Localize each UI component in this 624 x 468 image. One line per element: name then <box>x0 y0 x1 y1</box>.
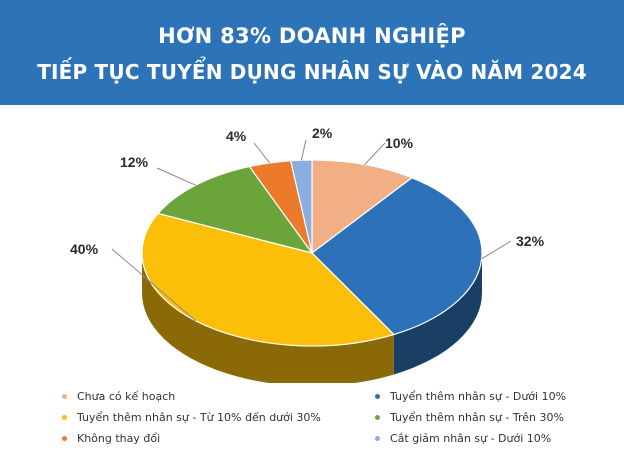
slice-hire-10-30 <box>141 212 396 347</box>
slice-hire-over-30-label: 12% <box>120 154 149 170</box>
legend-swatch <box>62 415 67 420</box>
pie-chart: 10% 32% 40% 12% 4% 2% <box>70 125 545 383</box>
legend-swatch <box>62 394 67 399</box>
slice-cut-under-10-label: 2% <box>312 125 333 141</box>
legend-swatch <box>375 436 380 441</box>
legend-item-hire-under-10: Tuyển thêm nhân sự - Dưới 10% <box>375 390 566 403</box>
legend-label: Tuyển thêm nhân sự - Từ 10% đến dưới 30% <box>77 411 321 424</box>
legend-item-hire-over-30: Tuyển thêm nhân sự - Trên 30% <box>375 411 564 424</box>
chart-subtitle: TIẾP TỤC TUYỂN DỤNG NHÂN SỰ VÀO NĂM 2024 <box>37 60 587 84</box>
legend-label: Không thay đổi <box>77 432 161 445</box>
slice-no-plan <box>311 159 414 255</box>
slice-hire-under-10-label: 32% <box>516 233 545 249</box>
legend-label: Chưa có kế hoạch <box>77 390 176 403</box>
legend-swatch <box>375 394 380 399</box>
slice-no-plan-leader <box>364 142 386 165</box>
legend-swatch <box>375 415 380 420</box>
legend-item-no-plan: Chưa có kế hoạch <box>62 390 175 403</box>
legend-swatch <box>62 436 67 441</box>
legend-label: Tuyển thêm nhân sự - Trên 30% <box>390 411 564 424</box>
title-banner: HƠN 83% DOANH NGHIỆP TIẾP TỤC TUYỂN DỤNG… <box>0 0 624 105</box>
legend-item-hire-10-30: Tuyển thêm nhân sự - Từ 10% đến dưới 30% <box>62 411 321 424</box>
slice-cut-under-10-leader <box>300 139 307 161</box>
legend-label: Tuyển thêm nhân sự - Dưới 10% <box>390 390 567 403</box>
slice-no-change-label: 4% <box>226 128 247 144</box>
slice-hire-over-30-leader <box>156 167 196 186</box>
chart-title: HƠN 83% DOANH NGHIỆP <box>158 24 466 48</box>
legend-label: Cắt giảm nhân sự - Dưới 10% <box>390 432 552 445</box>
legend-item-no-change: Không thay đổi <box>62 432 160 445</box>
slice-hire-10-30-side <box>142 253 394 383</box>
slice-hire-10-30-label: 40% <box>70 241 99 257</box>
legend-item-cut-under-10: Cắt giảm nhân sự - Dưới 10% <box>375 432 551 445</box>
slice-no-plan-label: 10% <box>385 135 414 151</box>
legend: Chưa có kế hoạch Tuyển thêm nhân sự - Dư… <box>0 383 624 463</box>
slice-hire-under-10-side <box>393 253 482 375</box>
slice-no-change-leader <box>253 142 271 164</box>
slice-hire-under-10-leader <box>481 240 512 260</box>
slice-hire-10-30-leader <box>111 248 196 322</box>
